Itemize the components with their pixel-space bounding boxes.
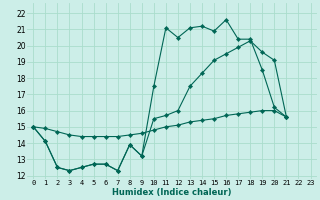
X-axis label: Humidex (Indice chaleur): Humidex (Indice chaleur) xyxy=(112,188,232,197)
